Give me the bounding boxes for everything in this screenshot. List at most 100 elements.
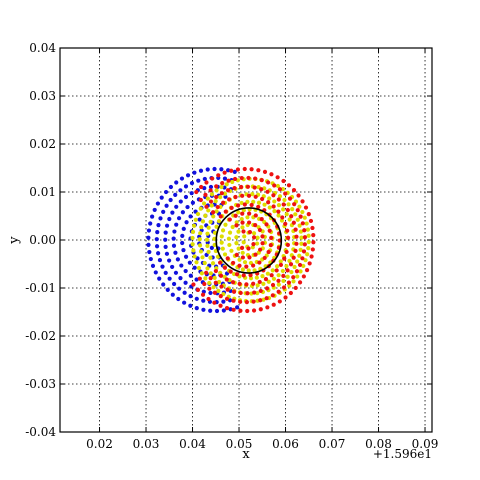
- yellow-point: [284, 264, 289, 269]
- red-point: [242, 202, 247, 207]
- red-point: [210, 210, 216, 215]
- x-tick-label: 0.02: [86, 437, 113, 451]
- red-point: [285, 228, 290, 233]
- red-point: [240, 193, 245, 198]
- red-point: [288, 290, 293, 296]
- blue-point: [173, 250, 178, 255]
- blue-point: [183, 194, 189, 200]
- blue-point: [159, 195, 164, 200]
- yellow-point: [276, 202, 282, 208]
- red-point: [195, 287, 201, 292]
- blue-point: [222, 176, 228, 181]
- red-point: [228, 269, 233, 274]
- red-point: [238, 308, 243, 313]
- blue-point: [188, 214, 193, 219]
- red-point: [216, 173, 221, 178]
- yellow-point: [197, 243, 203, 248]
- yellow-point: [266, 279, 271, 284]
- red-point: [239, 245, 245, 250]
- x-tick-label: 0.06: [272, 437, 299, 451]
- red-point: [252, 290, 257, 295]
- yellow-point: [290, 207, 295, 212]
- yellow-point: [200, 255, 205, 260]
- blue-point: [157, 276, 162, 281]
- blue-point: [155, 201, 161, 206]
- red-point: [281, 285, 287, 290]
- yellow-point: [206, 249, 211, 255]
- yellow-point: [234, 241, 239, 246]
- blue-point: [184, 220, 189, 225]
- red-point: [234, 223, 239, 228]
- red-point: [251, 263, 256, 268]
- blue-point: [163, 237, 168, 242]
- blue-point: [172, 229, 177, 234]
- red-point: [269, 273, 274, 278]
- blue-point: [183, 280, 188, 285]
- yellow-point: [224, 182, 229, 187]
- red-point: [259, 217, 264, 222]
- red-point: [276, 197, 281, 202]
- red-point: [260, 241, 265, 246]
- blue-point: [208, 290, 213, 296]
- blue-point: [168, 197, 173, 203]
- yellow-point: [274, 264, 280, 269]
- red-point: [285, 207, 290, 213]
- red-point: [253, 223, 258, 228]
- blue-point: [208, 308, 213, 313]
- red-point: [258, 307, 263, 312]
- red-point: [246, 246, 251, 251]
- red-point: [245, 291, 250, 296]
- yellow-point: [205, 231, 210, 236]
- red-point: [265, 189, 270, 194]
- blue-point: [188, 303, 193, 308]
- red-point: [285, 235, 291, 240]
- red-point: [297, 280, 303, 285]
- red-point: [256, 168, 261, 173]
- red-point: [286, 280, 292, 285]
- blue-point: [188, 294, 193, 299]
- yellow-point: [216, 279, 222, 285]
- yellow-point: [240, 250, 245, 255]
- blue-point: [174, 204, 179, 209]
- blue-point: [189, 181, 195, 186]
- blue-point: [161, 282, 166, 287]
- blue-point: [232, 169, 237, 174]
- yellow-point: [293, 212, 298, 217]
- blue-point: [160, 264, 165, 269]
- yellow-point: [198, 206, 203, 211]
- red-point: [291, 255, 296, 260]
- yellow-point: [213, 198, 218, 204]
- blue-point: [153, 270, 158, 275]
- red-point: [208, 275, 213, 281]
- red-point: [292, 202, 297, 207]
- yellow-point: [215, 254, 221, 259]
- blue-point: [183, 268, 188, 274]
- red-point: [272, 183, 277, 188]
- yellow-point: [239, 216, 244, 222]
- red-point: [285, 242, 290, 248]
- red-point: [265, 305, 270, 310]
- yellow-point: [300, 209, 305, 215]
- blue-point: [170, 292, 175, 297]
- red-point: [219, 284, 224, 289]
- blue-point: [235, 305, 240, 310]
- red-point: [204, 270, 209, 275]
- yellow-point: [207, 280, 212, 286]
- yellow-point: [198, 231, 203, 236]
- yellow-point: [192, 254, 197, 259]
- red-point: [264, 296, 269, 301]
- yellow-point: [237, 257, 242, 262]
- yellow-point: [190, 229, 196, 234]
- yellow-point: [287, 217, 292, 222]
- blue-point: [156, 223, 161, 228]
- blue-point: [177, 286, 182, 291]
- blue-point: [146, 228, 152, 233]
- red-point: [249, 167, 254, 172]
- red-point: [212, 300, 217, 305]
- blue-point: [165, 287, 170, 292]
- red-point: [267, 228, 272, 233]
- yellow-point: [286, 202, 291, 207]
- yellow-point: [278, 259, 283, 264]
- red-point: [302, 228, 307, 233]
- yellow-point: [210, 261, 216, 266]
